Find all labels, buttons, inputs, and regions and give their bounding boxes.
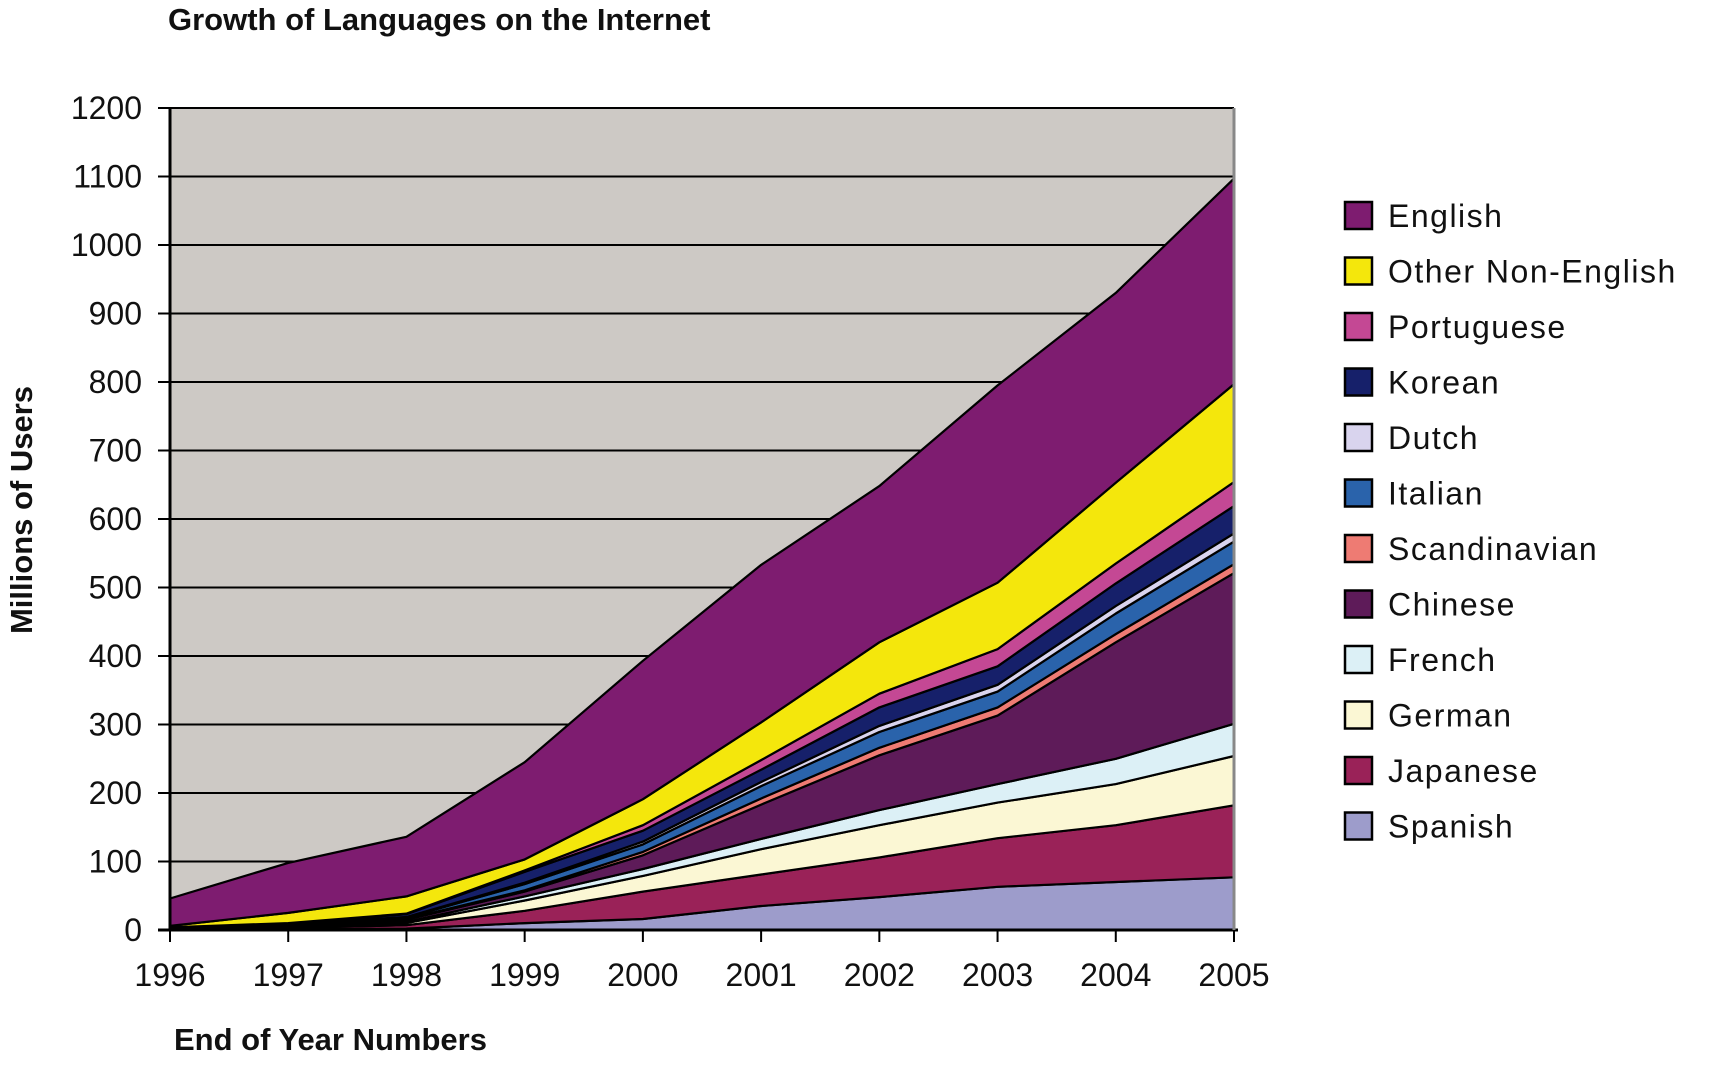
legend-swatch — [1343, 589, 1374, 619]
x-axis-title: End of Year Numbers — [174, 1022, 487, 1057]
legend-label: Italian — [1388, 476, 1484, 512]
x-tick-label: 1997 — [253, 957, 324, 993]
legend: English Other Non-English Portuguese Korean… — [1343, 198, 1677, 845]
legend-swatch — [1343, 311, 1374, 342]
legend-label: Portuguese — [1388, 309, 1567, 345]
legend-item-scandinavian: Scandinavian — [1343, 531, 1598, 567]
legend-item-english: English — [1343, 198, 1503, 234]
legend-label: Other Non-English — [1388, 254, 1677, 290]
legend-item-spanish: Spanish — [1343, 809, 1514, 845]
legend-item-japanese: Japanese — [1343, 753, 1539, 789]
y-tick-label: 1200 — [71, 90, 142, 126]
y-tick-label: 100 — [89, 844, 142, 880]
legend-label: Dutch — [1388, 420, 1479, 456]
y-tick-label: 500 — [89, 570, 142, 606]
axes — [158, 108, 1238, 942]
legend-swatch — [1343, 533, 1374, 564]
legend-item-chinese: Chinese — [1343, 587, 1516, 623]
x-tick-label: 2002 — [844, 957, 915, 993]
legend-swatch — [1343, 200, 1374, 231]
y-tick-label: 700 — [89, 433, 142, 469]
chart-title: Growth of Languages on the Internet — [168, 2, 711, 37]
legend-label: Japanese — [1388, 753, 1539, 789]
legend-label: Korean — [1388, 365, 1500, 401]
legend-swatch — [1343, 367, 1374, 397]
y-tick-label: 1000 — [71, 227, 142, 263]
x-tick-label: 2004 — [1080, 957, 1151, 993]
y-axis-title: Millions of Users — [4, 386, 39, 634]
x-tick-label: 2005 — [1198, 957, 1269, 993]
x-tick-label: 2001 — [726, 957, 797, 993]
legend-swatch — [1343, 644, 1374, 675]
legend-swatch — [1343, 256, 1374, 286]
y-tick-label: 300 — [89, 707, 142, 743]
legend-swatch — [1343, 700, 1374, 730]
legend-item-french: French — [1343, 642, 1497, 678]
legend-item-dutch: Dutch — [1343, 420, 1479, 456]
x-tick-label: 1999 — [489, 957, 560, 993]
x-tick-label: 2000 — [607, 957, 678, 993]
y-tick-label: 1100 — [73, 159, 142, 195]
legend-label: Scandinavian — [1388, 531, 1598, 567]
legend-swatch — [1343, 422, 1374, 453]
legend-item-german: German — [1343, 698, 1513, 734]
x-tick-labels: 1996 1997 1998 1999 2000 2001 2002 2003 2004 2005 — [134, 957, 1269, 993]
legend-item-korean: Korean — [1343, 365, 1500, 401]
legend-item-portuguese: Portuguese — [1343, 309, 1567, 345]
legend-swatch — [1343, 478, 1374, 508]
legend-label: Spanish — [1388, 809, 1514, 845]
legend-item-italian: Italian — [1343, 476, 1484, 512]
legend-swatch — [1343, 755, 1374, 786]
x-tick-label: 1996 — [134, 957, 205, 993]
legend-label: German — [1388, 698, 1513, 734]
y-tick-label: 800 — [89, 364, 142, 400]
x-tick-label: 1998 — [371, 957, 442, 993]
y-tick-label: 200 — [89, 775, 142, 811]
x-tick-label: 2003 — [962, 957, 1033, 993]
legend-item-other-non-english: Other Non-English — [1343, 254, 1677, 290]
legend-swatch — [1343, 811, 1374, 841]
y-tick-label: 900 — [89, 296, 142, 332]
y-tick-labels: 0 100 200 300 400 500 600 700 800 900 1000 1100 1200 — [71, 90, 142, 948]
y-tick-label: 0 — [124, 912, 142, 948]
y-tick-label: 400 — [89, 638, 142, 674]
y-tick-label: 600 — [89, 501, 142, 537]
legend-label: French — [1388, 642, 1497, 678]
legend-label: English — [1388, 198, 1503, 234]
legend-label: Chinese — [1388, 587, 1516, 623]
